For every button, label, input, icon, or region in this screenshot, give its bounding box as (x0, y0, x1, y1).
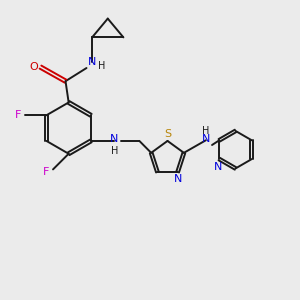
Text: N: N (214, 162, 222, 172)
Text: S: S (164, 129, 171, 139)
Text: N: N (110, 134, 118, 144)
Text: N: N (173, 174, 182, 184)
Text: N: N (88, 57, 96, 68)
Text: H: H (111, 146, 118, 156)
Text: O: O (29, 62, 38, 72)
Text: H: H (98, 61, 106, 70)
Text: H: H (202, 126, 209, 136)
Text: F: F (43, 167, 49, 177)
Text: N: N (202, 134, 210, 144)
Text: F: F (14, 110, 21, 120)
